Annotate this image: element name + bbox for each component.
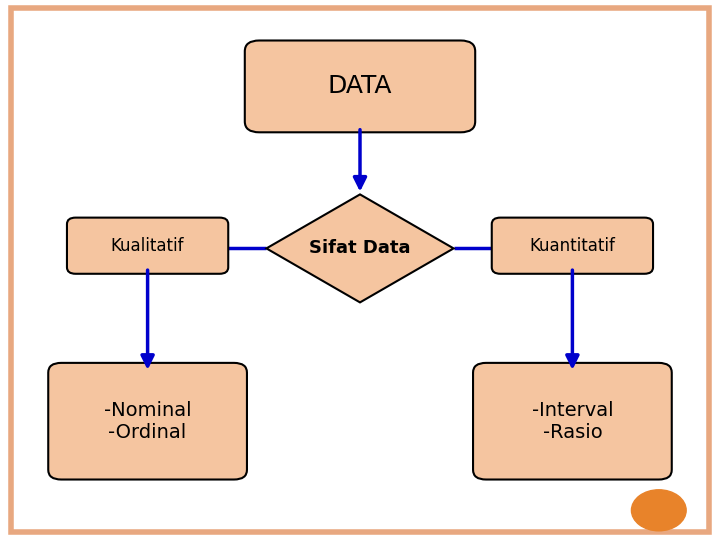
FancyBboxPatch shape xyxy=(48,363,247,480)
Polygon shape xyxy=(266,194,454,302)
FancyBboxPatch shape xyxy=(67,218,228,274)
Circle shape xyxy=(631,490,686,531)
FancyBboxPatch shape xyxy=(245,40,475,132)
Text: DATA: DATA xyxy=(328,75,392,98)
Text: -Nominal
-Ordinal: -Nominal -Ordinal xyxy=(104,401,192,442)
Text: -Interval
-Rasio: -Interval -Rasio xyxy=(531,401,613,442)
FancyBboxPatch shape xyxy=(492,218,653,274)
Text: Sifat Data: Sifat Data xyxy=(310,239,410,258)
Text: Kualitatif: Kualitatif xyxy=(111,237,184,255)
FancyBboxPatch shape xyxy=(473,363,672,480)
FancyBboxPatch shape xyxy=(11,8,709,532)
Text: Kuantitatif: Kuantitatif xyxy=(529,237,616,255)
